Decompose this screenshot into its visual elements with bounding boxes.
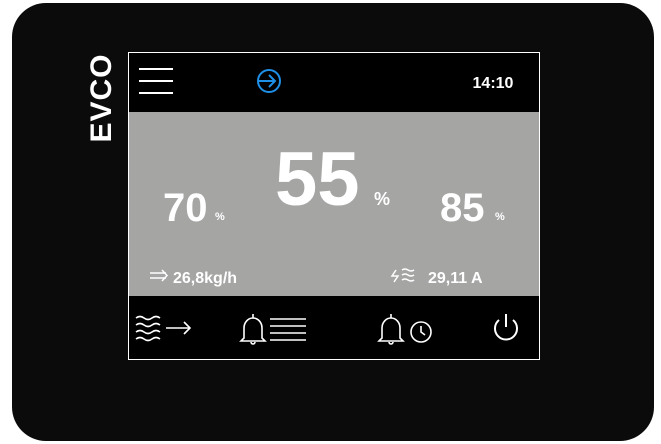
alarm-history-button[interactable] bbox=[377, 314, 432, 345]
power-button[interactable] bbox=[494, 314, 518, 341]
menu-icon[interactable] bbox=[139, 68, 173, 94]
ventilation-button[interactable] bbox=[135, 315, 192, 342]
alarm-list-button[interactable] bbox=[239, 314, 306, 345]
clock: 14:10 bbox=[473, 75, 514, 92]
reading-unit: % bbox=[495, 211, 505, 223]
reading-unit: % bbox=[215, 211, 225, 223]
main-panel bbox=[129, 112, 539, 296]
login-icon[interactable] bbox=[257, 69, 281, 93]
reading-unit: % bbox=[374, 189, 390, 209]
flow-icon bbox=[150, 269, 169, 282]
current-reading: 29,11 A bbox=[428, 270, 483, 287]
reading-value: 85 bbox=[440, 186, 485, 230]
reading-value: 70 bbox=[163, 186, 208, 230]
current-icon bbox=[390, 268, 415, 283]
brand-logo: EVCO bbox=[85, 53, 118, 142]
reading-value: 55 bbox=[275, 137, 360, 222]
flow-reading: 26,8kg/h bbox=[173, 270, 237, 287]
